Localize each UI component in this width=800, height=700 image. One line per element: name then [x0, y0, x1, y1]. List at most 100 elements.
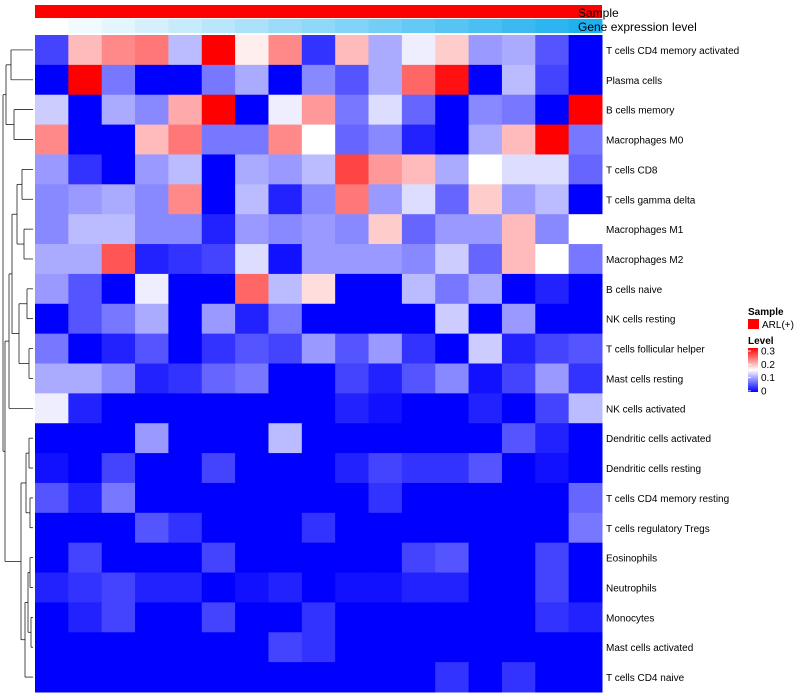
- heatmap-cell: [68, 662, 103, 693]
- row-label: T cells CD4 naive: [606, 673, 685, 684]
- heatmap-cell: [301, 542, 336, 574]
- heatmap-cell: [168, 303, 203, 335]
- heatmap-cell: [368, 64, 403, 96]
- heatmap-cell: [68, 273, 103, 305]
- heatmap-cell: [335, 572, 370, 603]
- heatmap-cell: [435, 423, 470, 454]
- heatmap-cell: [168, 542, 203, 574]
- heatmap-cell: [401, 124, 436, 155]
- heatmap-cell: [468, 64, 503, 96]
- heatmap-cell: [435, 542, 470, 574]
- row-label: Mast cells activated: [606, 643, 693, 654]
- heatmap-cell: [168, 453, 203, 484]
- heatmap-cell: [201, 273, 236, 305]
- heatmap-cell: [301, 572, 336, 603]
- heatmap-cell: [135, 35, 169, 66]
- heatmap-cell: [468, 662, 503, 693]
- gene-expression-track-cell: [268, 19, 303, 33]
- heatmap-cell: [401, 273, 436, 305]
- heatmap-cell: [168, 482, 203, 514]
- heatmap-cell: [135, 423, 169, 454]
- heatmap-cell: [535, 64, 570, 96]
- heatmap-cell: [168, 363, 203, 394]
- heatmap-cell: [368, 453, 403, 484]
- heatmap-cell: [435, 273, 470, 305]
- row-label: Monocytes: [606, 613, 654, 624]
- row-label: T cells CD4 memory resting: [606, 494, 729, 505]
- heatmap-cell: [268, 363, 303, 394]
- heatmap-cell: [135, 572, 169, 603]
- heatmap-cell: [301, 363, 336, 394]
- gene-expression-track-cell: [301, 19, 336, 33]
- heatmap-cell: [235, 423, 269, 454]
- heatmap-cell: [201, 214, 236, 245]
- heatmap-cell: [101, 423, 136, 454]
- heatmap-cell: [35, 632, 69, 663]
- heatmap-cell: [401, 662, 436, 693]
- heatmap-cell: [468, 482, 503, 514]
- heatmap-cell: [568, 184, 603, 215]
- heatmap-cell: [235, 64, 269, 96]
- heatmap-cell: [435, 572, 470, 603]
- gene-expression-track-cell: [435, 19, 470, 33]
- heatmap-cell: [535, 35, 570, 66]
- heatmap-cell: [501, 632, 536, 663]
- heatmap-cell: [168, 94, 203, 126]
- heatmap-cell: [168, 423, 203, 454]
- heatmap-cell: [468, 273, 503, 305]
- heatmap-cell: [368, 303, 403, 335]
- heatmap-cell: [268, 423, 303, 454]
- heatmap-cell: [501, 482, 536, 514]
- heatmap-cell: [535, 303, 570, 335]
- heatmap-cell: [468, 602, 503, 633]
- heatmap-cell: [268, 602, 303, 633]
- row-labels: T cells CD4 memory activated Plasma cells…: [606, 46, 739, 684]
- heatmap-cell: [168, 184, 203, 215]
- heatmap-cell: [568, 453, 603, 484]
- heatmap-cell: [468, 124, 503, 155]
- heatmap-cell: [201, 632, 236, 663]
- heatmap-cell: [201, 333, 236, 364]
- heatmap-cell: [268, 273, 303, 305]
- gene-expression-track-cell: [68, 19, 103, 33]
- heatmap-cell: [368, 273, 403, 305]
- heatmap-cell: [268, 124, 303, 155]
- heatmap-cell: [301, 124, 336, 155]
- heatmap-cell: [68, 602, 103, 633]
- heatmap-cell: [35, 572, 69, 603]
- heatmap-cell: [301, 154, 336, 185]
- heatmap-cell: [268, 303, 303, 335]
- heatmap-cell: [135, 393, 169, 424]
- heatmap-cell: [301, 482, 336, 514]
- heatmap-cell: [468, 632, 503, 663]
- heatmap-cell: [468, 512, 503, 544]
- heatmap-cell: [68, 572, 103, 603]
- heatmap-cell: [268, 94, 303, 126]
- heatmap-cell: [435, 64, 470, 96]
- heatmap-cell: [101, 273, 136, 305]
- gene-expression-track-cell: [135, 19, 169, 33]
- heatmap-cell: [568, 632, 603, 663]
- heatmap-cell: [335, 35, 370, 66]
- heatmap-cell: [368, 423, 403, 454]
- heatmap-cell: [435, 632, 470, 663]
- row-label: Macrophages M2: [606, 255, 684, 266]
- heatmap-cell: [435, 512, 470, 544]
- row-label: T cells CD8: [606, 165, 658, 176]
- heatmap-cell: [168, 393, 203, 424]
- heatmap-cell: [501, 64, 536, 96]
- heatmap-cell: [201, 393, 236, 424]
- heatmap-cell: [335, 632, 370, 663]
- heatmap-cell: [535, 363, 570, 394]
- heatmap-cell: [35, 542, 69, 574]
- heatmap-cell: [268, 64, 303, 96]
- gene-expression-track-cell: [201, 19, 236, 33]
- heatmap-cell: [168, 602, 203, 633]
- heatmap-cell: [468, 333, 503, 364]
- heatmap-cell: [35, 423, 69, 454]
- row-label: T cells regulatory Tregs: [606, 524, 710, 535]
- heatmap-cell: [535, 482, 570, 514]
- heatmap-cell: [568, 273, 603, 305]
- heatmap-cell: [201, 35, 236, 66]
